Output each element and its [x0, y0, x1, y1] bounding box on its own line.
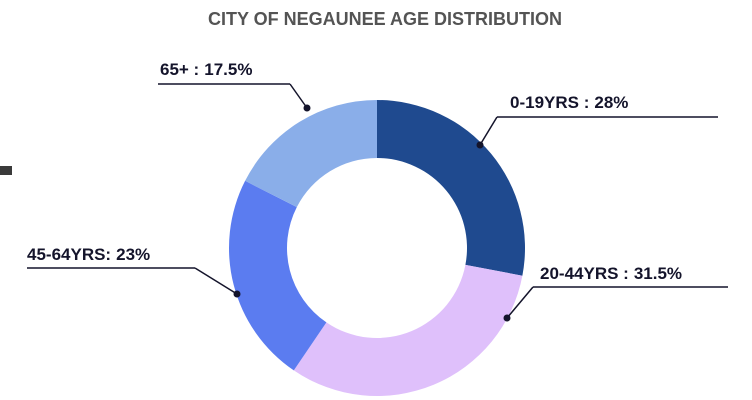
leader-line	[194, 267, 238, 295]
leader-line	[289, 83, 308, 109]
leader-line	[479, 116, 498, 146]
leader-dot	[503, 314, 511, 322]
value-label: 23%	[116, 245, 150, 264]
value-label: 28%	[594, 93, 628, 112]
leader-dot	[233, 290, 241, 298]
value-label: 31.5%	[634, 264, 682, 283]
donut-slice	[377, 100, 526, 276]
chart-title: CITY OF NEGAUNEE AGE DISTRIBUTION	[208, 9, 562, 29]
category-label: 20-44YRS :	[540, 264, 629, 283]
data-label: 0-19YRS : 28%	[510, 93, 628, 112]
category-label: 65+ :	[160, 60, 199, 79]
category-label: 0-19YRS :	[510, 93, 589, 112]
decoration	[0, 166, 12, 175]
value-label: 17.5%	[204, 60, 252, 79]
donut-slice	[245, 100, 377, 208]
data-label: 45-64YRS: 23%	[27, 245, 150, 264]
donut-slice	[293, 264, 523, 397]
data-label: 65+ : 17.5%	[160, 60, 252, 79]
category-label: 45-64YRS:	[27, 245, 111, 264]
leader-dot	[476, 141, 484, 149]
donut-slice	[228, 180, 327, 371]
data-label: 20-44YRS : 31.5%	[540, 264, 682, 283]
leader-line	[506, 286, 534, 319]
leader-dot	[303, 104, 311, 112]
